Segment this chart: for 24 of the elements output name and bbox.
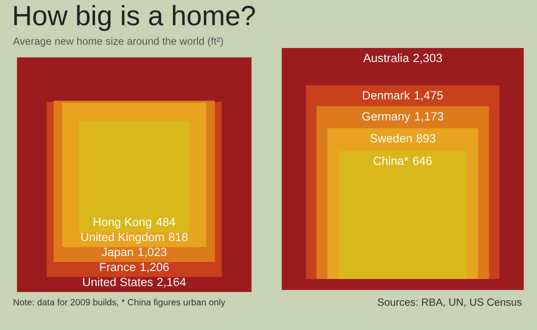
data-label: 1,206	[140, 262, 169, 273]
data-label: 2,164	[157, 278, 186, 288]
data-label: 646	[413, 156, 432, 165]
category-label: United States	[83, 277, 153, 286]
category-label: United Kingdom	[81, 232, 164, 244]
data-label: 818	[168, 232, 188, 242]
source-note: Sources: RBA, UN, US Census	[378, 298, 522, 308]
category-label: Denmark	[362, 90, 410, 100]
category-label: Australia	[363, 54, 410, 62]
category-label: Japan	[102, 248, 133, 258]
text: How big is a home?	[14, 5, 255, 31]
category-label: Germany	[362, 112, 410, 123]
text: Average new home size around the world (ft²)	[13, 37, 223, 47]
data-label: 484	[156, 218, 176, 226]
data-label: 893	[416, 134, 436, 142]
text: Note: data for 2009 builds, * China figures urban only	[14, 298, 226, 308]
data-label: 1,475	[414, 91, 443, 101]
category-label: China*	[374, 156, 408, 165]
data-label: 2,303	[414, 54, 442, 64]
category-label: Sweden	[370, 134, 412, 142]
category-label: Hong Kong	[94, 218, 152, 228]
data-label: 1,023	[138, 248, 167, 258]
data-label: 1,173	[415, 112, 444, 122]
category-label: France	[100, 262, 136, 272]
